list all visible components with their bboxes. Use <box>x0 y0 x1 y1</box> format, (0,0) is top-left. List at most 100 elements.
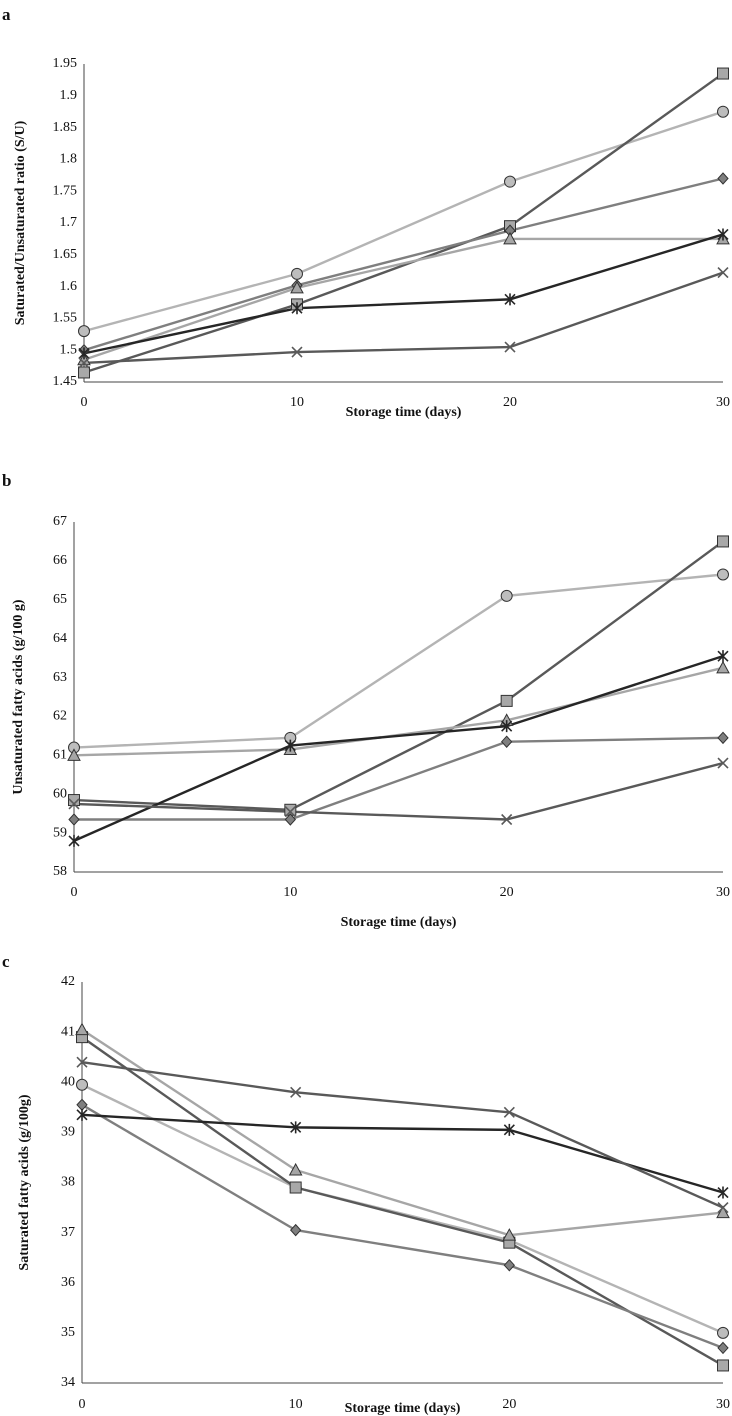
x-tick-label-a: 10 <box>290 395 304 410</box>
data-point-c-s2-p2 <box>503 1258 516 1272</box>
x-tick-label-c: 0 <box>79 1397 86 1412</box>
y-tick-label-a: 1.95 <box>53 56 78 71</box>
data-point-b-s2-p1 <box>284 813 297 826</box>
y-axis-title-c: Saturated fatty acids (g/100g) <box>17 1094 32 1270</box>
data-point-c-s4-p0 <box>76 1108 88 1121</box>
y-tick-label-b: 61 <box>53 748 67 763</box>
x-tick-label-a: 0 <box>81 395 88 410</box>
x-tick-label-b: 10 <box>283 885 297 900</box>
data-point-b-s2-p3 <box>717 731 729 745</box>
panel-letter-a: a <box>2 5 11 24</box>
data-point-c-s5-p1 <box>290 1086 302 1098</box>
data-point-b-s2-p0 <box>68 813 80 826</box>
data-point-c-s0-p0 <box>76 1078 88 1091</box>
data-point-b-s3-p0 <box>67 748 81 761</box>
panel-letter-b: b <box>2 471 11 490</box>
data-point-b-s3-p3 <box>716 660 730 674</box>
series-line-b-diamond <box>74 736 724 821</box>
data-point-a-s2-p3 <box>717 172 729 185</box>
x-tick-label-c: 30 <box>716 1397 730 1412</box>
y-tick-label-a: 1.55 <box>53 311 78 326</box>
data-point-c-s3-p2 <box>502 1228 517 1241</box>
data-point-a-s4-p1 <box>291 302 303 315</box>
data-point-b-s4-p1 <box>284 739 296 752</box>
data-point-c-s2-p1 <box>289 1223 302 1237</box>
y-tick-label-b: 64 <box>53 631 67 646</box>
series-line-a-x <box>83 271 724 365</box>
data-point-a-s5-p1 <box>291 346 303 358</box>
data-point-b-s5-p0 <box>68 798 80 810</box>
x-axis-title-a: Storage time (days) <box>346 405 462 420</box>
data-point-c-s5-p2 <box>503 1106 515 1118</box>
y-tick-label-b: 59 <box>53 825 67 840</box>
y-tick-label-c: 42 <box>61 974 75 989</box>
data-point-a-s5-p2 <box>504 341 516 353</box>
data-point-b-s0-p2 <box>500 589 513 602</box>
data-point-b-s0-p3 <box>717 568 729 581</box>
data-point-a-s5-p0 <box>78 357 90 369</box>
series-line-c-diamond <box>81 1103 724 1350</box>
series-line-c-circle <box>81 1083 724 1334</box>
data-point-c-s2-p0 <box>76 1098 88 1112</box>
series-line-c-triangle <box>81 1028 724 1237</box>
y-tick-label-a: 1.5 <box>60 342 78 357</box>
data-point-c-s4-p3 <box>717 1186 729 1199</box>
y-tick-label-b: 62 <box>53 709 67 724</box>
y-tick-label-c: 34 <box>61 1375 75 1390</box>
y-tick-label-c: 38 <box>61 1175 75 1190</box>
data-point-a-s4-p2 <box>504 293 516 306</box>
y-tick-label-a: 1.65 <box>53 247 78 262</box>
series-line-c-x <box>81 1061 724 1209</box>
data-point-a-s0-p1 <box>291 267 303 280</box>
x-tick-label-a: 20 <box>503 395 517 410</box>
data-point-c-s3-p3 <box>716 1205 730 1219</box>
y-tick-label-b: 58 <box>53 864 67 879</box>
data-point-a-s0-p0 <box>78 325 90 338</box>
data-point-c-s1-p3 <box>717 1359 729 1372</box>
chart-panel-c: c 34 35 36 37 38 39 40 41 42 0 10 20 30 Storage time (… <box>2 952 730 1416</box>
data-point-b-s5-p1 <box>284 806 296 818</box>
series-line-c-star <box>81 1113 724 1194</box>
series-line-a-star <box>83 233 724 355</box>
y-tick-label-c: 39 <box>61 1125 75 1140</box>
series-line-a-triangle <box>83 237 723 361</box>
data-point-c-s0-p3 <box>717 1326 729 1339</box>
data-point-c-s4-p1 <box>290 1121 302 1134</box>
data-point-b-s4-p3 <box>717 650 729 663</box>
data-point-a-s1-p3 <box>717 67 729 80</box>
data-point-b-s4-p2 <box>501 720 513 733</box>
series-line-a-square <box>83 72 724 374</box>
y-axis-title-a: Saturated/Unsaturated ratio (S/U) <box>13 120 28 325</box>
y-tick-label-c: 35 <box>61 1325 75 1340</box>
data-point-c-s3-p0 <box>75 1022 89 1036</box>
y-tick-label-b: 65 <box>53 592 67 607</box>
data-point-b-s1-p2 <box>500 694 513 707</box>
series-line-a-circle <box>83 110 724 333</box>
data-point-c-s3-p1 <box>288 1162 303 1176</box>
x-axis-title-b: Storage time (days) <box>341 915 457 930</box>
data-point-a-s3-p2 <box>503 231 517 245</box>
y-tick-label-b: 60 <box>53 786 67 801</box>
y-tick-label-b: 67 <box>53 514 67 529</box>
y-tick-label-c: 40 <box>61 1074 75 1089</box>
chart-panel-b: b 58 59 60 61 62 63 64 65 66 67 0 10 20 30 Storage time… <box>2 471 730 930</box>
data-point-a-s0-p2 <box>504 175 516 188</box>
y-tick-label-c: 37 <box>61 1225 75 1240</box>
data-point-a-s4-p0 <box>78 347 90 360</box>
y-tick-label-a: 1.45 <box>53 374 78 389</box>
series-line-b-star <box>73 655 724 842</box>
data-point-a-s5-p3 <box>717 267 729 279</box>
panel-letter-c: c <box>2 952 10 971</box>
y-tick-label-a: 1.85 <box>53 120 78 135</box>
data-point-b-s5-p3 <box>717 757 729 769</box>
x-tick-label-c: 20 <box>502 1397 516 1412</box>
data-point-b-s5-p2 <box>501 813 513 826</box>
y-tick-label-b: 63 <box>53 670 67 685</box>
data-point-a-s1-p0 <box>78 366 90 379</box>
data-point-a-s0-p3 <box>717 105 729 118</box>
series-line-b-x <box>73 761 724 821</box>
x-tick-label-b: 20 <box>500 885 514 900</box>
x-tick-label-b: 0 <box>71 885 78 900</box>
data-point-c-s2-p3 <box>717 1341 729 1355</box>
